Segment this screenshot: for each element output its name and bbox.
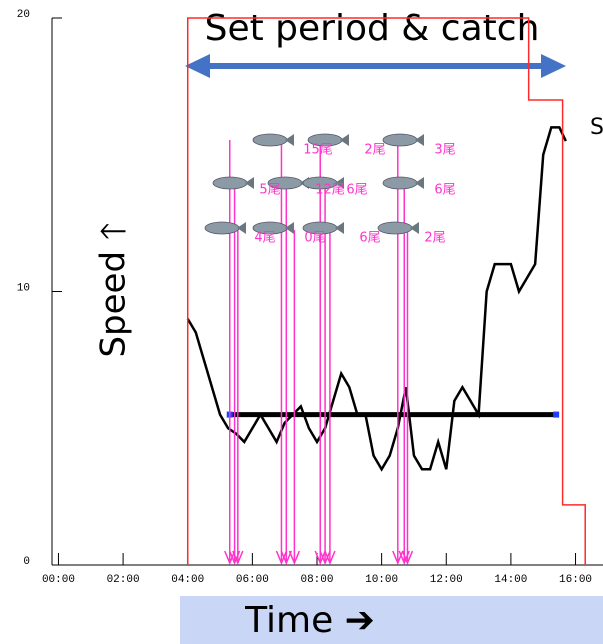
fish-icon — [382, 176, 418, 190]
arrow-head — [541, 54, 566, 78]
y-tick-label: 10 — [17, 282, 30, 294]
speed-line — [186, 17, 586, 565]
fish-icon — [204, 221, 240, 235]
fish-tail — [285, 134, 294, 146]
catch-label: 3尾 — [434, 143, 455, 158]
fish-icon — [252, 133, 288, 147]
fish-tail — [340, 134, 349, 146]
arrow-head — [319, 550, 331, 565]
catch-label: 2尾 — [424, 231, 445, 246]
fish-tail — [415, 134, 424, 146]
x-tick-label: 16:00 — [559, 574, 592, 586]
catch-label: 12尾 — [315, 183, 345, 198]
y-tick-label: 0 — [23, 556, 30, 568]
x-tick-label: 02:00 — [107, 574, 140, 586]
arrow-head — [324, 550, 336, 565]
arrow-head — [232, 550, 244, 565]
x-tick-label: 10:00 — [365, 574, 398, 586]
x-tick-label: 06:00 — [236, 574, 269, 586]
mean-end — [553, 411, 560, 418]
side-text: S — [590, 115, 603, 140]
y-tick-label: 20 — [17, 9, 30, 21]
arrow-head — [288, 550, 301, 565]
catch-label: 0尾 — [304, 231, 325, 246]
fish-tail — [245, 177, 254, 189]
catch-label: 2尾 — [364, 143, 385, 158]
x-tick-label: 14:00 — [494, 574, 527, 586]
arrow-head — [275, 550, 288, 565]
catch-label: 15尾 — [303, 143, 333, 158]
arrow-head — [224, 550, 236, 565]
catch-label: 6尾 — [434, 183, 455, 198]
time-band — [180, 596, 603, 644]
catch-label: 6尾 — [346, 183, 367, 198]
catch-label: 4尾 — [254, 231, 275, 246]
x-tick-label: 08:00 — [300, 574, 333, 586]
arrow-head — [314, 550, 326, 565]
speed-line — [186, 126, 567, 472]
x-tick-label: 04:00 — [171, 574, 204, 586]
arrow-head — [280, 550, 292, 565]
chart-title: Set period & catch — [205, 8, 540, 49]
x-tick-label: 00:00 — [42, 574, 75, 586]
fish-icon — [382, 133, 418, 147]
y-axis-label: Speed 🡑 — [94, 222, 134, 357]
x-axis-label: Time ➔ — [244, 600, 375, 641]
fish-tail — [285, 222, 294, 234]
fish-tail — [335, 222, 344, 234]
fish-icon — [377, 221, 413, 235]
fish-tail — [335, 177, 344, 189]
arrow-head — [185, 54, 210, 78]
arrow-head — [401, 550, 414, 565]
fish-tail — [237, 222, 246, 234]
fish-tail — [415, 177, 424, 189]
catch-label: 5尾 — [259, 183, 280, 198]
x-tick-label: 12:00 — [430, 574, 463, 586]
fish-icon — [212, 176, 248, 190]
catch-label: 6尾 — [359, 231, 380, 246]
fish-tail — [410, 222, 419, 234]
